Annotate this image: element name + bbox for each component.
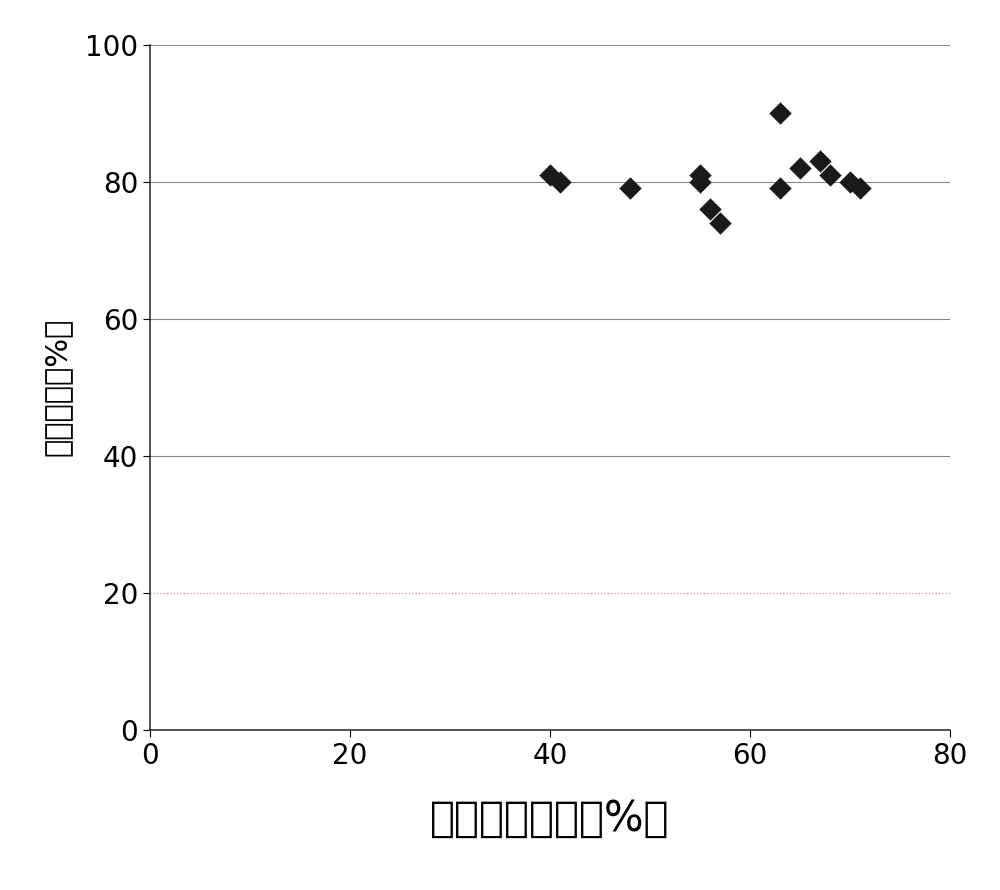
- X-axis label: 压缩永久变形（%）: 压缩永久变形（%）: [430, 797, 670, 839]
- Point: [772, 106, 788, 120]
- Point: [852, 182, 868, 196]
- Point: [622, 182, 638, 196]
- Point: [702, 202, 718, 216]
- Point: [772, 182, 788, 196]
- Point: [552, 174, 568, 189]
- Point: [792, 161, 808, 175]
- Point: [842, 174, 858, 189]
- Point: [692, 174, 708, 189]
- Point: [542, 167, 558, 182]
- Y-axis label: 凝胶分率（%）: 凝胶分率（%）: [42, 318, 71, 457]
- Point: [822, 167, 838, 182]
- Point: [712, 215, 728, 230]
- Point: [812, 154, 828, 168]
- Point: [692, 167, 708, 182]
